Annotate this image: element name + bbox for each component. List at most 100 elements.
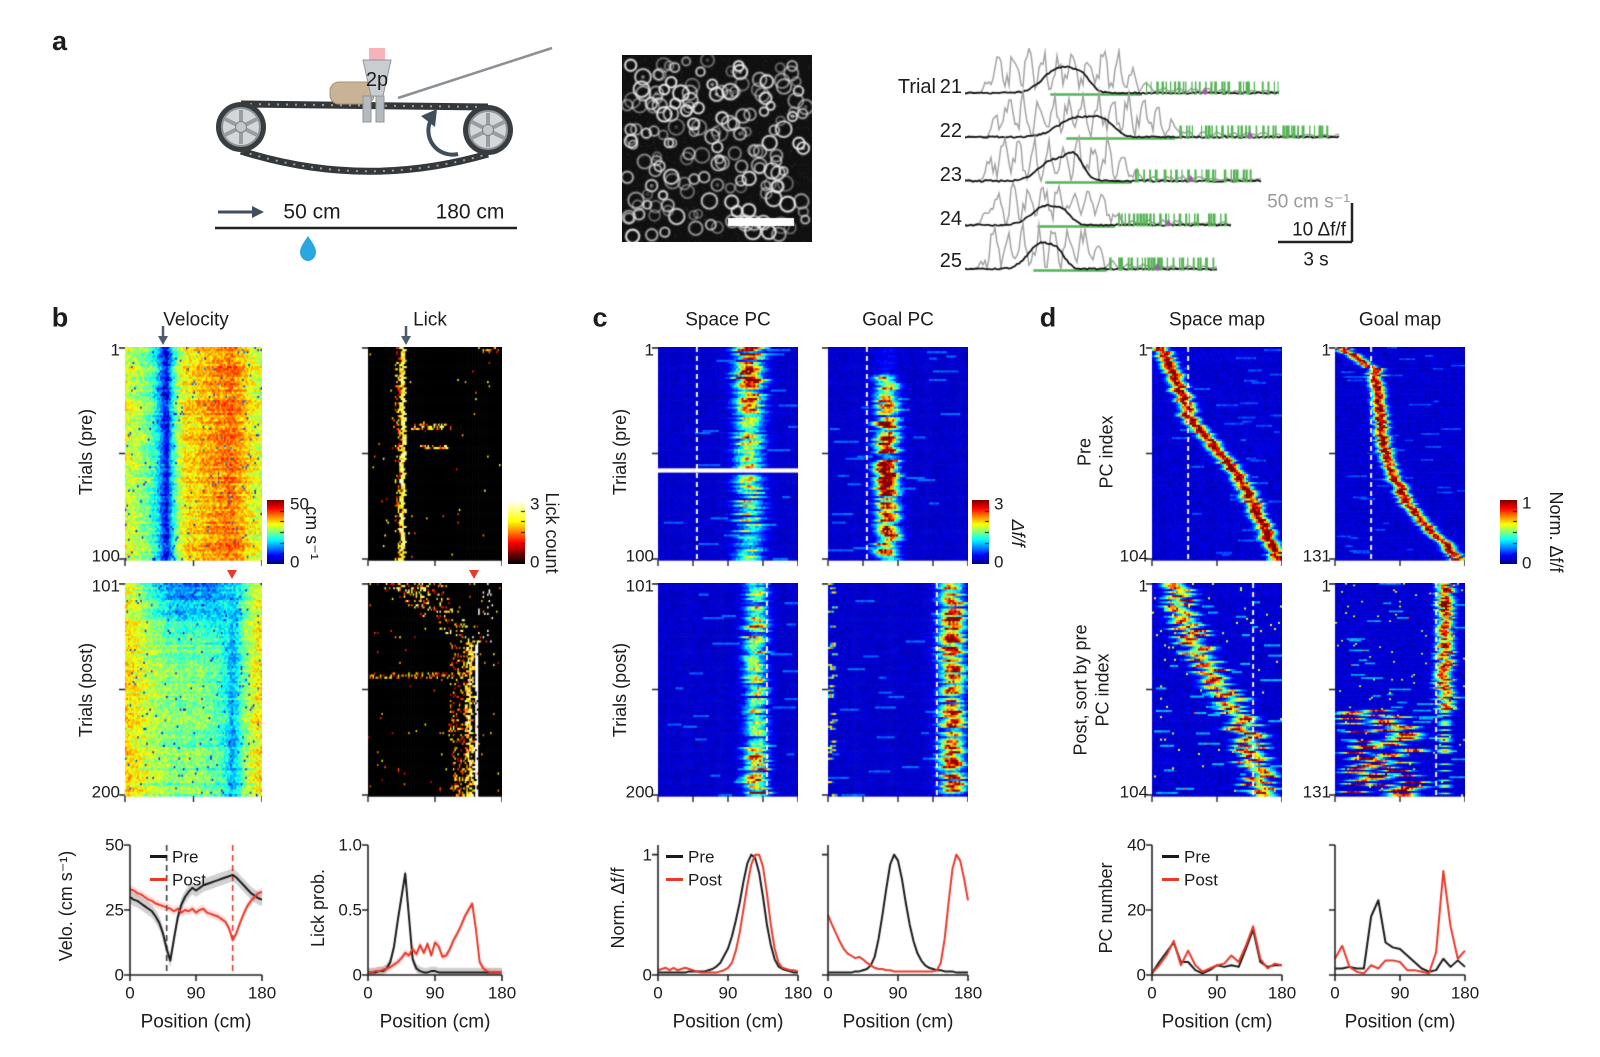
legend-swatch-post — [150, 878, 167, 881]
d-post-axis-line1: Post, sort by pre — [1070, 624, 1091, 756]
velocity-ytick-50: 50 — [105, 835, 124, 855]
left-wheel-icon — [216, 102, 266, 152]
velocity-cbar-max: 50 — [290, 494, 309, 514]
goal-map-pre-heatmap — [1325, 347, 1465, 570]
velocity-plot-xlabel: Position (cm) — [140, 1011, 252, 1033]
d-pre-axis-line2: PC index — [1096, 415, 1116, 489]
velocity-ytick-0: 0 — [114, 965, 124, 985]
velocity-ytick-25: 25 — [105, 900, 124, 920]
legend-pre-label: Pre — [688, 847, 715, 867]
c-goal-xtick-0: 0 — [823, 983, 833, 1003]
objective-label: 2p — [365, 69, 389, 91]
d-goal-xtick-0: 0 — [1330, 983, 1340, 1003]
b-row-pre-last: 100 — [91, 546, 120, 566]
lick-plot-ylabel: Lick prob. — [308, 868, 328, 948]
d-space-row-last: 104 — [1119, 546, 1148, 566]
headpost-left — [362, 95, 372, 123]
d-space-xtick-90: 90 — [1207, 983, 1227, 1003]
space-pc-pre-heatmap — [648, 347, 798, 570]
panel-label-c: c — [592, 302, 608, 333]
space-pc-number-plot — [1140, 841, 1284, 989]
headpost-right — [375, 95, 385, 123]
space-pc-title: Space PC — [685, 309, 771, 331]
norm-dff-cbar-label: Norm. Δf/f — [1546, 491, 1566, 573]
d-ytick-20: 20 — [1127, 900, 1146, 920]
space-map-post-heatmap — [1142, 583, 1282, 806]
legend-swatch-pre — [1162, 855, 1179, 858]
track-length-label: 180 cm — [435, 200, 505, 224]
space-pc-line-plot — [646, 841, 800, 989]
velocity-pre-heatmap — [115, 347, 262, 570]
goal-pc-line-plot — [816, 841, 970, 989]
space-map-title: Space map — [1168, 309, 1266, 331]
d-space-xtick-0: 0 — [1147, 983, 1157, 1003]
c-row-post-last: 200 — [625, 782, 654, 802]
lick-cbar-max: 3 — [530, 494, 540, 514]
space-map-pre-heatmap — [1142, 347, 1282, 570]
lick-cbar-min: 0 — [530, 552, 540, 572]
trial-number-25: 25 — [939, 250, 962, 272]
c-row-post-first: 101 — [625, 576, 654, 596]
lick-post-heatmap — [358, 583, 502, 806]
b-row-post-first: 101 — [91, 576, 120, 596]
lick-title: Lick — [413, 309, 447, 331]
goal-pc-post-heatmap — [818, 583, 968, 806]
space-pc-post-heatmap — [648, 583, 798, 806]
d-ytick-0: 0 — [1136, 965, 1146, 985]
objective-top — [369, 48, 385, 60]
pre-reward-arrow-icon — [401, 326, 411, 345]
legend-post-label: Post — [1184, 870, 1219, 890]
legend-pre-label: Pre — [172, 847, 199, 867]
lick-plot-xlabel: Position (cm) — [379, 1011, 491, 1033]
lick-xtick-0: 0 — [363, 983, 373, 1003]
d-goal-row-first-post: 1 — [1321, 576, 1331, 596]
panel-label-d: d — [1039, 302, 1057, 333]
dff-cbar-max: 3 — [994, 494, 1004, 514]
legend-post-label: Post — [172, 870, 207, 890]
trial-axis-label: Trial — [897, 76, 936, 98]
velocity-xtick-0: 0 — [125, 983, 135, 1003]
panel-label-b: b — [51, 302, 69, 333]
velocity-xtick-180: 180 — [247, 983, 277, 1003]
velocity-title: Velocity — [163, 309, 229, 331]
legend-post-label: Post — [688, 870, 723, 890]
norm-dff-cbar-min: 0 — [1522, 553, 1532, 573]
pre-reward-arrow-icon — [158, 326, 168, 345]
time-scalebar-label: 3 s — [1303, 249, 1329, 271]
trial-number-24: 24 — [939, 208, 962, 230]
lick-ytick-0: 0 — [352, 965, 362, 985]
dff-cbar-min: 0 — [994, 552, 1004, 572]
c-goal-xtick-180: 180 — [953, 983, 983, 1003]
d-space-xtick-180: 180 — [1267, 983, 1297, 1003]
d-space-row-first-post: 1 — [1138, 576, 1148, 596]
velocity-xtick-90: 90 — [186, 983, 206, 1003]
lick-ytick-05: 0.5 — [338, 900, 362, 920]
trial-number-23: 23 — [939, 164, 962, 186]
right-wheel-icon — [463, 105, 513, 155]
d-plot-ylabel: PC number — [1096, 862, 1116, 954]
goal-map-post-heatmap — [1325, 583, 1465, 806]
c-pre-axis-label: Trials (pre) — [610, 408, 630, 496]
d-post-axis-label: Post, sort by pre PC index — [1070, 624, 1113, 755]
dff-scalebar-label: 10 Δf/f — [1292, 219, 1346, 241]
d-goal-row-first: 1 — [1321, 340, 1331, 360]
c-space-xlabel: Position (cm) — [672, 1011, 784, 1033]
d-pre-axis-label: Pre PC index — [1074, 415, 1117, 488]
c-post-axis-label: Trials (post) — [610, 642, 630, 738]
belt-bottom — [239, 147, 489, 175]
b-row-post-last: 200 — [91, 782, 120, 802]
velocity-cbar-min: 0 — [290, 552, 300, 572]
legend-pre-label: Pre — [1184, 847, 1211, 867]
rotation-arrowhead — [421, 109, 437, 127]
d-pre-axis-line1: Pre — [1074, 437, 1095, 467]
d-space-row-last-post: 104 — [1119, 782, 1148, 802]
goal-pc-title: Goal PC — [862, 309, 934, 331]
c-row-pre-last: 100 — [625, 546, 654, 566]
d-goal-xtick-90: 90 — [1390, 983, 1410, 1003]
d-goal-row-last: 131 — [1302, 546, 1331, 566]
lick-ytick-1: 1.0 — [338, 835, 362, 855]
velocity-scalebar-label: 50 cm s⁻¹ — [1267, 191, 1350, 213]
c-ytick-1: 1 — [642, 845, 652, 865]
c-goal-xlabel: Position (cm) — [842, 1011, 954, 1033]
